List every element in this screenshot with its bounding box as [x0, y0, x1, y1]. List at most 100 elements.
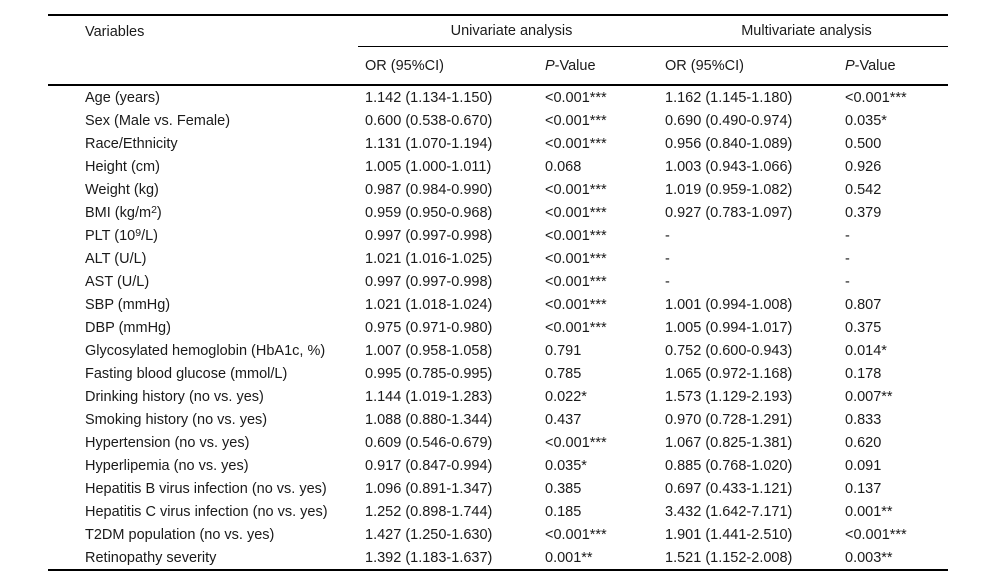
multivariate-pvalue-cell: 0.014*: [845, 342, 887, 359]
univariate-or-cell: 0.917 (0.847-0.994): [365, 457, 493, 474]
table-row: Sex (Male vs. Female) 0.600 (0.538-0.670…: [48, 109, 948, 132]
multivariate-pvalue-cell: 0.926: [845, 158, 882, 175]
multivariate-or-cell: 1.901 (1.441-2.510): [665, 526, 793, 543]
variable-label: Height (cm): [85, 158, 160, 175]
univariate-or-cell: 1.142 (1.134-1.150): [365, 89, 493, 106]
multivariate-pvalue-cell: -: [845, 250, 850, 267]
multivariate-pvalue-cell: 0.137: [845, 480, 882, 497]
variable-cell: Height (cm): [48, 159, 365, 175]
multivariate-pvalue-cell: <0.001***: [845, 89, 907, 106]
variable-cell: Weight (kg): [48, 182, 365, 198]
variable-cell: BMI (kg/m2): [48, 203, 365, 220]
table-row: T2DM population (no vs. yes) 1.427 (1.25…: [48, 523, 948, 546]
p-italic: P: [545, 57, 555, 74]
multivariate-or-cell: 1.003 (0.943-1.066): [665, 158, 793, 175]
p-rest: -Value: [854, 57, 896, 74]
multivariate-pvalue-cell: -: [845, 273, 850, 290]
variable-label: T2DM population (no vs. yes): [85, 526, 275, 543]
table-body: Age (years) 1.142 (1.134-1.150) <0.001**…: [48, 86, 948, 569]
univariate-or-cell: 0.997 (0.997-0.998): [365, 227, 493, 244]
table-row: DBP (mmHg) 0.975 (0.971-0.980) <0.001***…: [48, 316, 948, 339]
variable-label: Drinking history (no vs. yes): [85, 388, 264, 405]
table-row: Race/Ethnicity 1.131 (1.070-1.194) <0.00…: [48, 132, 948, 155]
univariate-or-cell: 0.987 (0.984-0.990): [365, 181, 493, 198]
table-row: Age (years) 1.142 (1.134-1.150) <0.001**…: [48, 86, 948, 109]
variable-cell: DBP (mmHg): [48, 320, 365, 336]
univariate-or-cell: 0.600 (0.538-0.670): [365, 112, 493, 129]
univariate-or-cell: 0.995 (0.785-0.995): [365, 365, 493, 382]
variable-label: ALT (U/L): [85, 250, 147, 267]
variable-label: Smoking history (no vs. yes): [85, 411, 268, 428]
header-group-row: Variables Univariate analysis Multivaria…: [48, 16, 948, 47]
variable-cell: Sex (Male vs. Female): [48, 113, 365, 129]
multivariate-pvalue-cell: 0.003**: [845, 549, 893, 566]
variable-cell: ALT (U/L): [48, 251, 365, 267]
multivariate-pvalue-cell: 0.620: [845, 434, 882, 451]
variable-label: Weight (kg): [85, 181, 159, 198]
univariate-pvalue-cell: 0.035*: [545, 457, 587, 474]
variable-label: DBP (mmHg): [85, 319, 171, 336]
variable-superscript: 2: [151, 203, 157, 216]
multivariate-or-cell: 1.001 (0.994-1.008): [665, 296, 793, 313]
header-spanner-rule: Univariate analysis Multivariate analysi…: [358, 16, 948, 47]
univariate-pvalue-cell: <0.001***: [545, 296, 607, 313]
univariate-or-cell: 1.144 (1.019-1.283): [365, 388, 493, 405]
multivariate-or-cell: 1.005 (0.994-1.017): [665, 319, 793, 336]
header-subrow: OR (95%CI) P-Value OR (95%CI) P-Value: [48, 47, 948, 84]
multivariate-pvalue-cell: 0.375: [845, 319, 882, 336]
multivariate-pvalue-cell: 0.542: [845, 181, 882, 198]
multivariate-or-cell: 0.927 (0.783-1.097): [665, 204, 793, 221]
table-row: Hepatitis C virus infection (no vs. yes)…: [48, 500, 948, 523]
univariate-pvalue-cell: <0.001***: [545, 204, 607, 221]
univariate-pvalue-cell: <0.001***: [545, 273, 607, 290]
table-row: AST (U/L) 0.997 (0.997-0.998) <0.001*** …: [48, 270, 948, 293]
variable-cell: Glycosylated hemoglobin (HbA1c, %): [48, 343, 365, 359]
univariate-or-cell: 1.088 (0.880-1.344): [365, 411, 493, 428]
table-row: Smoking history (no vs. yes) 1.088 (0.88…: [48, 408, 948, 431]
multivariate-or-cell: -: [665, 250, 670, 267]
multivariate-or-cell: 1.067 (0.825-1.381): [665, 434, 793, 451]
table-row: SBP (mmHg) 1.021 (1.018-1.024) <0.001***…: [48, 293, 948, 316]
multivariate-or-cell: 1.065 (0.972-1.168): [665, 365, 793, 382]
table-row: Glycosylated hemoglobin (HbA1c, %) 1.007…: [48, 339, 948, 362]
multivariate-pvalue-cell: 0.379: [845, 204, 882, 221]
table-row: Hyperlipemia (no vs. yes) 0.917 (0.847-0…: [48, 454, 948, 477]
table-row: PLT (109/L) 0.997 (0.997-0.998) <0.001**…: [48, 224, 948, 247]
multivariate-pvalue-cell: 0.007**: [845, 388, 893, 405]
univariate-pvalue-cell: 0.068: [545, 158, 582, 175]
variable-label-suffix: /L): [141, 227, 159, 244]
variable-cell: T2DM population (no vs. yes): [48, 527, 365, 543]
table-row: Weight (kg) 0.987 (0.984-0.990) <0.001**…: [48, 178, 948, 201]
variable-cell: AST (U/L): [48, 274, 365, 290]
variable-superscript: 9: [135, 226, 142, 239]
multivariate-or-cell: 0.690 (0.490-0.974): [665, 112, 793, 129]
univariate-pvalue-cell: <0.001***: [545, 526, 607, 543]
multivariate-pvalue-cell: <0.001***: [845, 526, 907, 543]
multivariate-or-cell: 1.521 (1.152-2.008): [665, 549, 793, 566]
multivariate-or-cell: 0.956 (0.840-1.089): [665, 135, 793, 152]
variable-label: Hepatitis B virus infection (no vs. yes): [85, 480, 327, 497]
table-row: Height (cm) 1.005 (1.000-1.011) 0.068 1.…: [48, 155, 948, 178]
multivariate-pvalue-cell: 0.091: [845, 457, 882, 474]
multivariate-or-cell: 1.162 (1.145-1.180): [665, 89, 793, 106]
univariate-pvalue-cell: 0.001**: [545, 549, 593, 566]
table-row: ALT (U/L) 1.021 (1.016-1.025) <0.001*** …: [48, 247, 948, 270]
univariate-pvalue-cell: 0.022*: [545, 388, 587, 405]
univariate-or-cell: 0.997 (0.997-0.998): [365, 273, 493, 290]
univariate-pvalue-cell: <0.001***: [545, 135, 607, 152]
variable-label: Age (years): [85, 89, 160, 106]
multivariate-pvalue-cell: 0.833: [845, 411, 882, 428]
variable-cell: SBP (mmHg): [48, 297, 365, 313]
p-italic: P: [845, 57, 855, 74]
univariate-or-cell: 1.252 (0.898-1.744): [365, 503, 493, 520]
table-header: Variables Univariate analysis Multivaria…: [48, 16, 948, 86]
column-header-multi-pvalue: P-Value: [845, 58, 948, 74]
univariate-pvalue-cell: 0.791: [545, 342, 582, 359]
table-row: Hypertension (no vs. yes) 0.609 (0.546-0…: [48, 431, 948, 454]
multivariate-or-cell: 0.697 (0.433-1.121): [665, 480, 793, 497]
univariate-or-cell: 0.609 (0.546-0.679): [365, 434, 493, 451]
column-header-uni-or: OR (95%CI): [365, 57, 444, 74]
table-row: Drinking history (no vs. yes) 1.144 (1.0…: [48, 385, 948, 408]
univariate-or-cell: 0.959 (0.950-0.968): [365, 204, 493, 221]
univariate-pvalue-cell: <0.001***: [545, 89, 607, 106]
